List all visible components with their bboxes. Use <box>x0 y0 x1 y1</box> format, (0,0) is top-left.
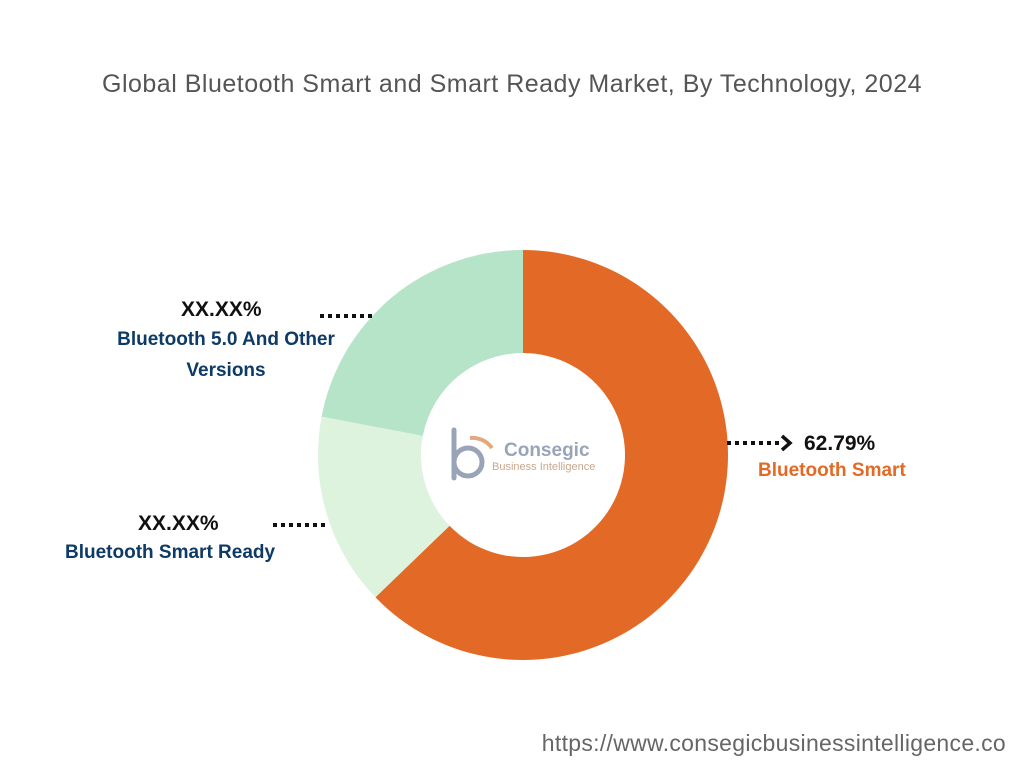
watermark-logo-icon <box>454 430 492 478</box>
category-label-bluetooth-5-0: Bluetooth 5.0 And Other Versions <box>96 324 356 386</box>
value-label-bluetooth-smart-ready: XX.XX% <box>138 512 219 536</box>
watermark-brand: Consegic <box>504 440 590 462</box>
category-label-bluetooth-smart-ready: Bluetooth Smart Ready <box>65 537 275 568</box>
watermark-tagline: Business Intelligence <box>492 461 595 473</box>
leader-arrow-icon <box>782 436 790 450</box>
value-label-bluetooth-smart: 62.79% <box>804 432 875 456</box>
source-url: https://www.consegicbusinessintelligence… <box>542 730 1006 757</box>
value-label-bluetooth-5-0: XX.XX% <box>181 298 262 322</box>
category-label-bluetooth-smart: Bluetooth Smart <box>758 455 906 486</box>
